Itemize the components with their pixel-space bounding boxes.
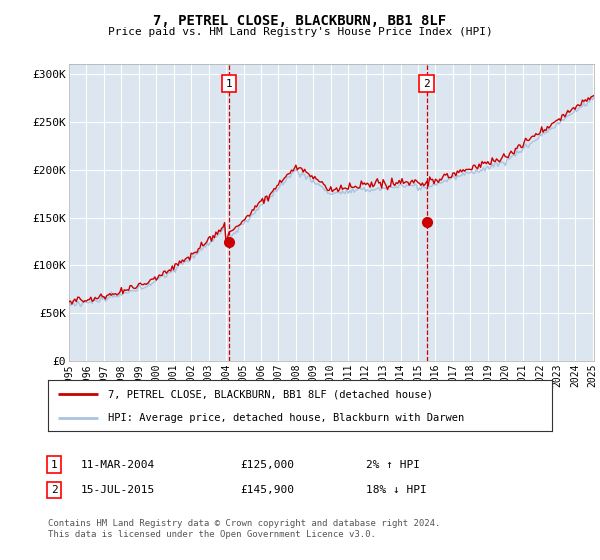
Text: 2: 2 [424,78,430,88]
Text: 7, PETREL CLOSE, BLACKBURN, BB1 8LF: 7, PETREL CLOSE, BLACKBURN, BB1 8LF [154,14,446,28]
Text: Price paid vs. HM Land Registry's House Price Index (HPI): Price paid vs. HM Land Registry's House … [107,27,493,38]
Text: 2% ↑ HPI: 2% ↑ HPI [366,460,420,470]
Text: 11-MAR-2004: 11-MAR-2004 [81,460,155,470]
Text: £145,900: £145,900 [240,485,294,495]
Text: 1: 1 [226,78,232,88]
Text: Contains HM Land Registry data © Crown copyright and database right 2024.
This d: Contains HM Land Registry data © Crown c… [48,520,440,539]
Text: HPI: Average price, detached house, Blackburn with Darwen: HPI: Average price, detached house, Blac… [109,413,465,423]
Text: 2: 2 [50,485,58,495]
Text: 18% ↓ HPI: 18% ↓ HPI [366,485,427,495]
Text: £125,000: £125,000 [240,460,294,470]
Text: 7, PETREL CLOSE, BLACKBURN, BB1 8LF (detached house): 7, PETREL CLOSE, BLACKBURN, BB1 8LF (det… [109,389,433,399]
Text: 15-JUL-2015: 15-JUL-2015 [81,485,155,495]
Text: 1: 1 [50,460,58,470]
